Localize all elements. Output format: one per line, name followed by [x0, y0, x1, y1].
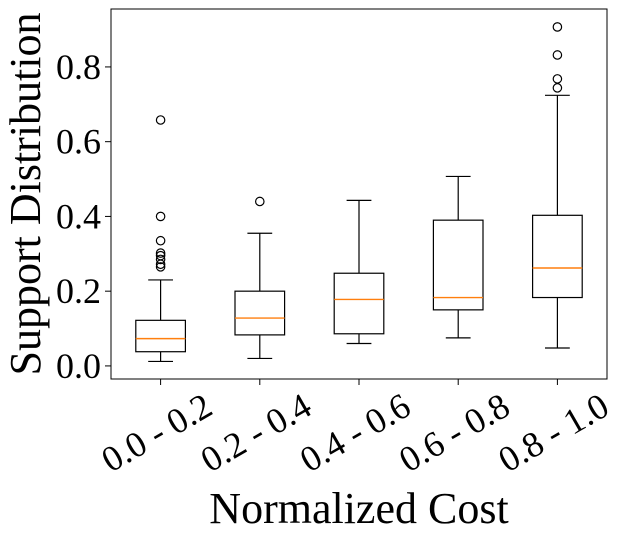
- x-axis-title: Normalized Cost: [209, 484, 508, 533]
- y-axis-title: Support Distribution: [1, 12, 50, 375]
- box-group: [333, 199, 385, 345]
- iqr-box: [432, 219, 484, 311]
- outlier-point: [155, 250, 166, 261]
- box-group: [432, 175, 484, 339]
- box-group: [531, 22, 583, 349]
- outlier-point: [552, 22, 563, 32]
- plot-frame: [110, 8, 608, 380]
- outlier-point: [155, 115, 166, 125]
- outlier-point: [155, 235, 166, 246]
- outlier-point: [155, 262, 166, 272]
- y-tick-label: 0.6: [56, 122, 101, 162]
- outlier-point: [155, 211, 166, 222]
- iqr-box: [333, 272, 385, 335]
- y-tick-label: 0.2: [56, 271, 101, 311]
- iqr-box: [135, 319, 187, 353]
- y-tick-label: 0.4: [56, 196, 101, 236]
- y-axis: 0.0 0.2 0.4 0.6 0.8: [56, 47, 111, 386]
- outlier-point: [552, 50, 563, 60]
- outlier-point: [155, 248, 166, 258]
- outlier-point: [155, 254, 166, 265]
- iqr-box: [531, 214, 583, 299]
- box-group: [234, 196, 286, 360]
- iqr-box: [234, 290, 286, 336]
- y-tick-label: 0.0: [56, 346, 101, 386]
- box-group: [135, 115, 187, 363]
- y-tick-label: 0.8: [56, 47, 101, 87]
- plot-content: [135, 22, 583, 363]
- outlier-point: [254, 196, 265, 207]
- outlier-point: [552, 74, 563, 84]
